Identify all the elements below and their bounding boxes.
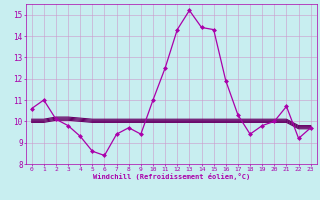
X-axis label: Windchill (Refroidissement éolien,°C): Windchill (Refroidissement éolien,°C) [92,173,250,180]
